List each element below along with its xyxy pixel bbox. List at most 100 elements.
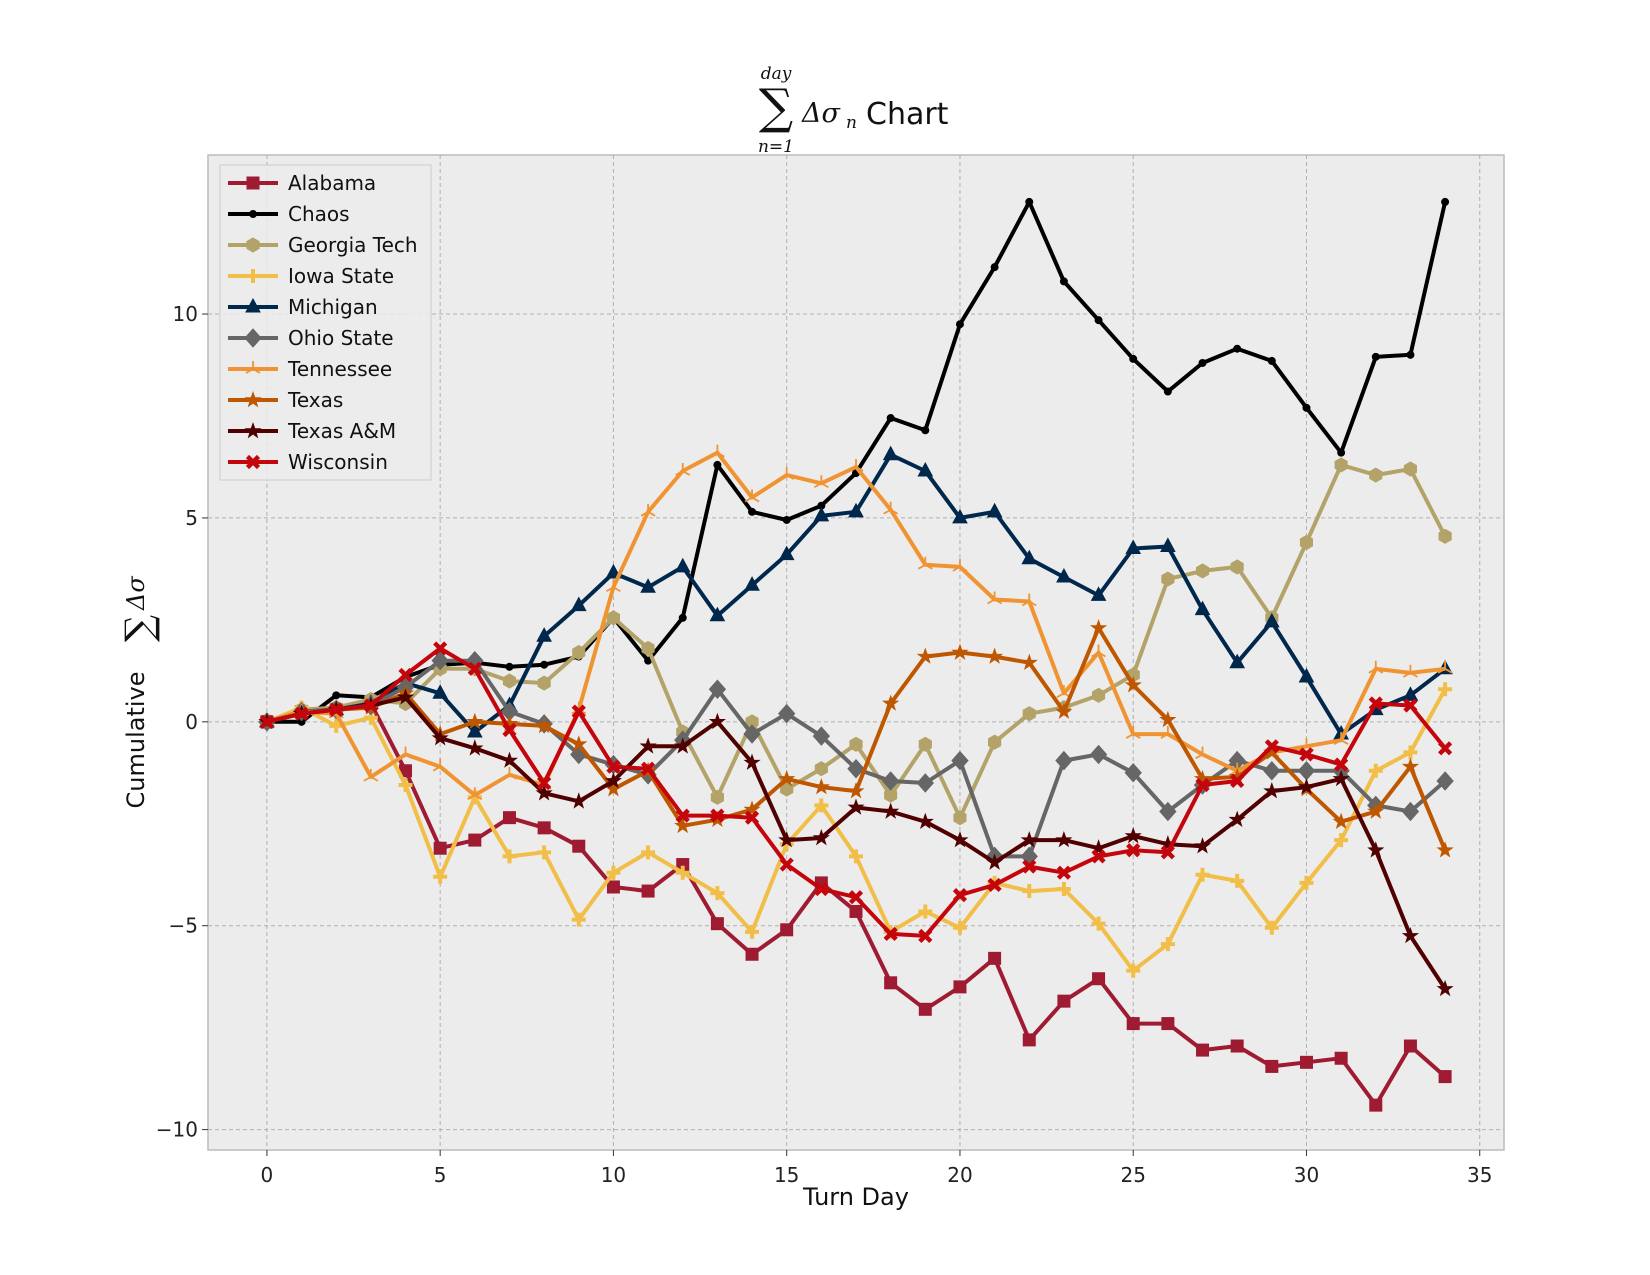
legend-marker bbox=[246, 176, 260, 190]
data-point-texas-a-m bbox=[1297, 778, 1316, 795]
data-point-tennessee bbox=[1125, 726, 1141, 739]
legend-marker bbox=[246, 237, 260, 253]
data-point-texas-a-m bbox=[604, 771, 623, 789]
legend-label: Wisconsin bbox=[288, 450, 388, 474]
data-point-tennessee bbox=[1333, 732, 1349, 745]
data-point-tennessee bbox=[883, 501, 899, 515]
data-point-texas bbox=[466, 712, 484, 730]
chart-title: day ∑ n=1 Δσ n Chart bbox=[758, 64, 949, 157]
data-point-wisconsin bbox=[814, 881, 829, 897]
data-point-iowa-state bbox=[849, 849, 863, 864]
data-point-alabama bbox=[641, 884, 655, 898]
data-point-alabama bbox=[1161, 1017, 1175, 1031]
data-point-michigan bbox=[744, 576, 760, 591]
data-point-tennessee bbox=[605, 579, 621, 593]
data-point-michigan bbox=[1194, 600, 1211, 616]
data-point-wisconsin bbox=[1230, 773, 1245, 789]
legend-item-texas-a-m: Texas A&M bbox=[228, 419, 396, 443]
y-tick-label: 0 bbox=[185, 710, 198, 734]
data-point-iowa-state bbox=[571, 912, 586, 927]
data-point-michigan bbox=[570, 596, 587, 612]
y-tick-label: 10 bbox=[173, 302, 198, 326]
y-tick-label: −5 bbox=[169, 914, 198, 938]
data-point-georgia-tech bbox=[814, 761, 828, 777]
data-point-michigan bbox=[882, 445, 899, 461]
x-tick-label: 20 bbox=[947, 1163, 972, 1187]
y-axis-label: Cumulative ∑ Δσ bbox=[117, 576, 161, 809]
data-point-alabama bbox=[606, 880, 620, 894]
data-point-texas-a-m bbox=[1055, 831, 1073, 848]
data-point-ohio-state bbox=[431, 650, 449, 671]
data-point-wisconsin bbox=[744, 810, 760, 825]
data-point-wisconsin bbox=[398, 667, 413, 683]
data-point-texas-a-m bbox=[674, 737, 692, 754]
data-point-michigan bbox=[952, 508, 968, 524]
data-point-chaos bbox=[1198, 358, 1207, 367]
data-point-michigan bbox=[986, 502, 1003, 518]
data-point-chaos bbox=[990, 263, 999, 272]
data-point-michigan bbox=[848, 502, 864, 518]
data-point-wisconsin bbox=[259, 714, 274, 729]
data-point-alabama bbox=[468, 833, 482, 847]
data-point-texas-a-m bbox=[570, 792, 588, 809]
data-point-chaos bbox=[1337, 448, 1346, 457]
data-point-iowa-state bbox=[1230, 873, 1245, 888]
data-point-alabama bbox=[1057, 994, 1071, 1008]
data-point-chaos bbox=[1025, 197, 1034, 206]
data-point-iowa-state bbox=[1299, 875, 1314, 890]
legend-item-tennessee: Tennessee bbox=[228, 357, 392, 381]
data-point-chaos bbox=[748, 507, 757, 516]
data-point-georgia-tech bbox=[918, 736, 932, 752]
data-point-iowa-state bbox=[1022, 884, 1037, 899]
data-point-chaos bbox=[1267, 356, 1276, 365]
data-point-chaos bbox=[1441, 197, 1450, 206]
legend-label: Texas bbox=[287, 388, 343, 412]
data-point-chaos bbox=[782, 515, 791, 524]
title-sum-upper-limit: day bbox=[761, 64, 792, 84]
data-point-wisconsin bbox=[1160, 845, 1175, 860]
data-point-texas-a-m bbox=[882, 802, 900, 819]
legend-label: Texas A&M bbox=[287, 419, 396, 443]
legend-label: Iowa State bbox=[288, 264, 394, 288]
data-point-wisconsin bbox=[779, 857, 794, 872]
data-point-iowa-state bbox=[1438, 682, 1453, 697]
data-point-tennessee bbox=[848, 458, 864, 472]
data-point-alabama bbox=[953, 980, 967, 994]
data-point-iowa-state bbox=[1160, 937, 1175, 952]
data-point-iowa-state bbox=[1195, 867, 1210, 882]
data-point-texas-a-m bbox=[812, 828, 830, 846]
data-point-texas-a-m bbox=[396, 688, 415, 705]
legend: Alabama Chaos Georgia Tech Iowa State Michig… bbox=[219, 164, 432, 481]
data-point-wisconsin bbox=[987, 877, 1002, 893]
data-point-georgia-tech bbox=[537, 675, 551, 691]
data-point-wisconsin bbox=[1264, 739, 1279, 754]
data-point-ohio-state bbox=[847, 758, 865, 779]
legend-marker bbox=[249, 210, 257, 218]
data-point-tennessee bbox=[1091, 644, 1107, 658]
data-point-texas-a-m bbox=[743, 753, 761, 770]
legend-label: Ohio State bbox=[288, 326, 394, 350]
data-point-texas-a-m bbox=[1367, 841, 1385, 858]
data-point-chaos bbox=[1371, 352, 1380, 361]
legend-item-chaos: Chaos bbox=[228, 202, 350, 226]
data-point-tennessee bbox=[1021, 593, 1037, 607]
data-point-iowa-state bbox=[1403, 745, 1418, 760]
y-tick-label: −10 bbox=[156, 1118, 198, 1142]
legend-marker bbox=[245, 454, 261, 470]
data-point-texas-a-m bbox=[466, 739, 484, 756]
series-tennessee bbox=[259, 444, 1453, 801]
legend-label: Alabama bbox=[288, 171, 376, 195]
data-point-texas bbox=[535, 716, 553, 734]
data-point-michigan bbox=[1125, 539, 1142, 555]
data-point-wisconsin bbox=[467, 661, 482, 676]
data-point-wisconsin bbox=[1334, 757, 1349, 772]
data-point-texas-a-m bbox=[535, 784, 553, 801]
data-point-alabama bbox=[710, 917, 724, 931]
data-point-michigan bbox=[1021, 549, 1038, 565]
data-point-ohio-state bbox=[916, 773, 934, 793]
data-point-georgia-tech bbox=[606, 610, 620, 626]
data-point-texas bbox=[1367, 802, 1385, 819]
series-lines bbox=[258, 197, 1454, 1112]
data-point-michigan bbox=[640, 578, 656, 593]
data-point-alabama bbox=[1196, 1043, 1210, 1057]
